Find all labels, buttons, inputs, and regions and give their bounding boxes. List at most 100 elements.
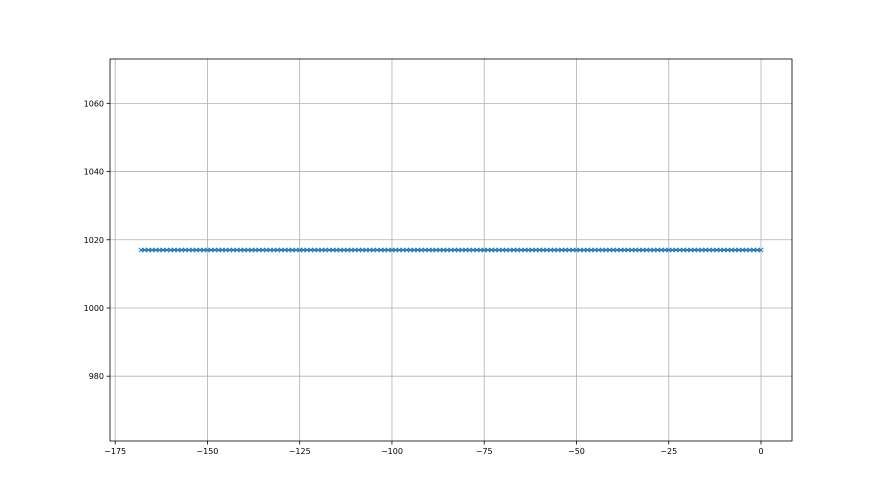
data-point <box>566 247 572 253</box>
data-point <box>452 247 458 253</box>
data-point <box>728 247 735 253</box>
x-tick-label: −75 <box>476 447 493 456</box>
data-point <box>212 247 218 253</box>
data-point <box>326 247 332 253</box>
data-point <box>658 247 664 253</box>
data-point <box>739 247 746 253</box>
data-point <box>396 247 402 253</box>
data-point <box>271 247 277 253</box>
data-point <box>474 247 480 253</box>
y-tick-label: 1060 <box>84 99 104 108</box>
y-axis: 980 1000 1020 1040 1060 <box>84 99 110 381</box>
data-point <box>680 247 687 253</box>
data-point <box>234 247 240 253</box>
data-point <box>581 247 587 253</box>
data-point <box>156 247 163 253</box>
y-tick-label: 980 <box>89 372 104 381</box>
data-point <box>555 247 561 253</box>
data-point <box>359 247 365 253</box>
data-point <box>315 247 321 253</box>
data-point <box>193 247 199 253</box>
data-point <box>537 247 543 253</box>
data-point <box>455 247 461 253</box>
data-point <box>186 247 192 253</box>
data-point <box>466 247 473 253</box>
data-point <box>407 247 413 253</box>
data-point <box>496 247 502 253</box>
data-point <box>256 247 262 253</box>
data-point <box>142 247 148 253</box>
data-point <box>714 247 720 253</box>
data-point <box>241 247 247 253</box>
x-tick-label: −25 <box>660 447 677 456</box>
data-point <box>300 247 306 253</box>
data-point <box>149 247 155 253</box>
data-point <box>352 247 358 253</box>
data-point <box>666 247 672 253</box>
data-point <box>548 247 554 253</box>
data-point <box>584 247 591 253</box>
data-point <box>677 247 683 253</box>
data-point <box>348 247 354 253</box>
data-point <box>433 247 439 253</box>
data-point <box>489 247 495 253</box>
data-point <box>610 247 616 253</box>
data-point <box>596 247 602 253</box>
data-point <box>743 247 749 253</box>
data-point <box>551 247 557 253</box>
data-point <box>507 247 513 253</box>
data-point <box>249 247 255 253</box>
data-point <box>293 247 299 253</box>
data-point <box>245 247 251 253</box>
data-point <box>540 247 546 253</box>
data-point <box>618 247 624 253</box>
data-point <box>514 247 520 253</box>
data-point <box>695 247 701 253</box>
data-point <box>522 247 528 253</box>
data-point <box>304 247 310 253</box>
data-point <box>201 247 207 253</box>
x-tick-label: −175 <box>104 447 126 456</box>
data-point <box>717 247 723 253</box>
data-point <box>367 247 373 253</box>
data-point <box>559 247 565 253</box>
data-point <box>215 247 222 253</box>
data-point <box>415 247 421 253</box>
y-tick-label: 1000 <box>84 304 104 313</box>
data-point <box>422 247 428 253</box>
data-point <box>444 247 450 253</box>
data-point <box>470 247 476 253</box>
data-point <box>393 247 399 253</box>
data-point <box>500 247 506 253</box>
data-point <box>345 247 351 253</box>
data-point <box>573 247 580 253</box>
data-point <box>754 247 760 253</box>
data-point <box>322 247 329 253</box>
data-point <box>647 247 653 253</box>
data-point <box>378 247 384 253</box>
data-point <box>190 247 196 253</box>
data-point <box>644 247 650 253</box>
data-point <box>238 247 244 253</box>
data-point <box>721 247 727 253</box>
data-point <box>219 247 225 253</box>
data-point <box>230 247 236 253</box>
data-point <box>636 247 642 253</box>
data-point <box>182 247 188 253</box>
data-point <box>632 247 639 253</box>
data-point <box>533 247 539 253</box>
data-point <box>481 247 487 253</box>
data-point <box>374 247 380 253</box>
data-point <box>607 247 613 253</box>
data-point <box>278 247 284 253</box>
data-point <box>621 247 628 253</box>
data-point <box>692 247 698 253</box>
data-point <box>477 247 484 253</box>
data-point <box>725 247 731 253</box>
data-point <box>562 247 568 253</box>
data-point <box>385 247 391 253</box>
data-point <box>640 247 646 253</box>
data-point <box>308 247 314 253</box>
data-point <box>260 247 266 253</box>
